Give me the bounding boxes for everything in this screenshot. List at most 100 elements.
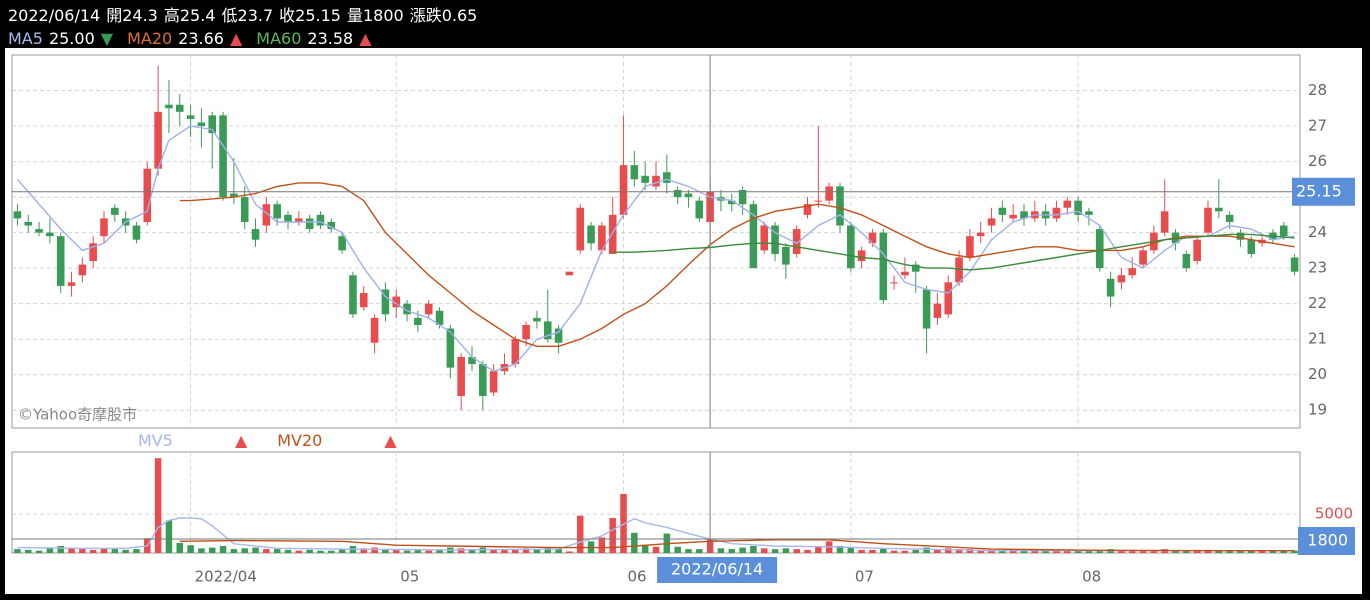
volume-bar <box>328 550 335 553</box>
legend-trend: ▼ <box>101 29 114 48</box>
candle-body <box>543 321 552 340</box>
header-label: 量 <box>347 6 363 25</box>
volume-bar <box>576 515 584 553</box>
volume-bar <box>414 549 422 553</box>
volume-bar <box>35 550 43 553</box>
volume-bar <box>847 547 855 553</box>
header-value: 1800 <box>363 6 404 25</box>
candle-body <box>111 207 119 215</box>
candle-body <box>392 296 401 308</box>
volume-bar <box>219 546 227 553</box>
volume-bar <box>252 547 259 553</box>
ma-line <box>16 125 1295 372</box>
candle-body <box>533 317 541 322</box>
legend-value: 25.00 <box>49 29 95 48</box>
candle-body <box>998 207 1007 215</box>
candle-body <box>349 275 357 315</box>
candle-body <box>359 293 368 308</box>
candle-body <box>468 356 476 365</box>
legend-name: MV20 <box>277 431 322 450</box>
volume-bar <box>1096 549 1104 553</box>
volume-bar <box>1053 550 1060 553</box>
candle-body <box>1215 207 1223 212</box>
header-value: 24.3 <box>122 6 158 25</box>
y-tick-label: 21 <box>1308 330 1327 348</box>
candle-body <box>230 193 238 198</box>
volume-bar <box>382 549 389 553</box>
volume-bar <box>1204 549 1212 553</box>
y-tick-label: 20 <box>1308 365 1327 383</box>
candle-body <box>1236 232 1245 240</box>
volume-bar <box>1085 550 1093 553</box>
candle-body <box>219 115 227 198</box>
volume-bar <box>1258 550 1266 553</box>
candle-body <box>1085 211 1093 215</box>
volume-bar <box>14 549 21 553</box>
volume-bar <box>696 549 703 553</box>
legend-value: 23.58 <box>307 29 353 48</box>
candle-body <box>868 232 877 244</box>
volume-bar <box>1064 549 1071 553</box>
candle-body <box>1160 211 1169 233</box>
candle-body <box>208 115 217 134</box>
candle-body <box>901 271 909 276</box>
header-value: 23.7 <box>238 6 274 25</box>
candle-body <box>381 289 390 315</box>
volume-bar <box>176 542 184 553</box>
candle-body <box>424 303 433 315</box>
candle-body <box>186 115 195 119</box>
price-highlight-box <box>1292 177 1355 206</box>
volume-bar <box>436 549 443 553</box>
volume-bar <box>457 548 465 553</box>
header-label: 漲跌 <box>410 6 442 25</box>
x-tick-label: 06 <box>628 568 647 586</box>
candle-body <box>262 204 271 226</box>
volume-bar <box>999 550 1006 553</box>
candle-body <box>1204 207 1212 233</box>
candle-body <box>684 193 693 198</box>
volume-bar <box>154 458 162 553</box>
candle-body <box>295 218 303 222</box>
candle-body <box>403 303 411 315</box>
volume-bar <box>880 548 887 553</box>
volume-bar <box>739 547 746 553</box>
volume-bar <box>89 549 97 553</box>
volume-legend: MV5 ▲ MV20 ▲ <box>138 431 397 450</box>
volume-bar <box>1215 549 1223 553</box>
volume-bar <box>771 549 779 553</box>
volume-bar <box>923 547 930 553</box>
watermark: ©Yahoo奇摩股市 <box>18 406 137 424</box>
header-value: 0.65 <box>442 6 478 25</box>
volume-bar <box>425 550 432 553</box>
volume-bar <box>966 549 974 553</box>
volume-bar <box>1020 550 1028 553</box>
x-tick-label: 05 <box>400 568 419 586</box>
candle-body <box>749 204 758 269</box>
candle-body <box>630 165 639 180</box>
candle-body <box>46 232 54 237</box>
volume-highlight-box <box>1298 527 1355 556</box>
volume-tick-label: 5000 <box>1315 505 1353 523</box>
date-highlight-label: 2022/06/14 <box>671 560 763 579</box>
candle-body <box>89 243 97 262</box>
candle-body <box>251 229 260 240</box>
volume-bar <box>685 549 692 553</box>
candle-body <box>890 282 898 284</box>
mv-line <box>179 539 1295 552</box>
volume-bar <box>403 550 411 553</box>
candle-body <box>933 303 942 318</box>
candle-body <box>457 356 465 397</box>
volume-bar <box>79 549 86 553</box>
candle-body <box>1095 229 1104 269</box>
candle-body <box>143 168 152 222</box>
chart-panel <box>5 48 1362 594</box>
volume-bar <box>944 548 952 553</box>
volume-bar <box>760 548 768 553</box>
volume-bar <box>1150 549 1158 553</box>
candle-body <box>955 257 963 283</box>
volume-bar <box>620 493 627 553</box>
price-highlight-label: 25.15 <box>1296 181 1342 200</box>
candle-body <box>673 189 682 198</box>
candle-body <box>522 324 530 340</box>
